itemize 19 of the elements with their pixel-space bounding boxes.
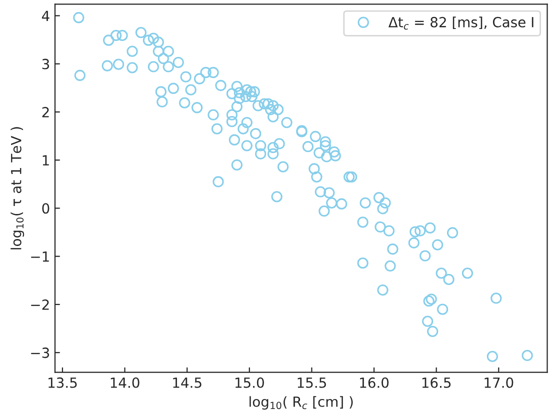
y-tick-label: 0 bbox=[42, 203, 50, 214]
y-axis-title: log$_{10}$( τ at 1 TeV ) bbox=[10, 127, 24, 250]
x-tick-label: 16.0 bbox=[360, 377, 389, 388]
x-tick-label: 16.5 bbox=[422, 377, 451, 388]
y-tick-label: 1 bbox=[42, 155, 49, 166]
x-tick-label: 13.5 bbox=[48, 377, 77, 388]
x-tick-label: 15.0 bbox=[235, 377, 264, 388]
x-tick-label: 14.0 bbox=[110, 377, 140, 388]
x-axis-title: log$_{10}$( R$_{c}$ [cm] ) bbox=[250, 396, 353, 410]
x-tick-label: 17.0 bbox=[484, 377, 514, 388]
x-tick-label: 15.5 bbox=[298, 378, 326, 388]
y-tick-label: 4 bbox=[42, 10, 50, 21]
legend-label: Δt$_{c}$ = 82 [ms], Case I bbox=[388, 16, 534, 30]
y-tick-label: 2 bbox=[42, 106, 49, 118]
y-tick-label: −1 bbox=[31, 251, 49, 262]
y-tick-label: 3 bbox=[42, 58, 50, 70]
y-tick-label: −2 bbox=[31, 299, 49, 310]
x-tick-label: 14.5 bbox=[173, 378, 202, 388]
y-tick-label: −3 bbox=[31, 348, 50, 358]
